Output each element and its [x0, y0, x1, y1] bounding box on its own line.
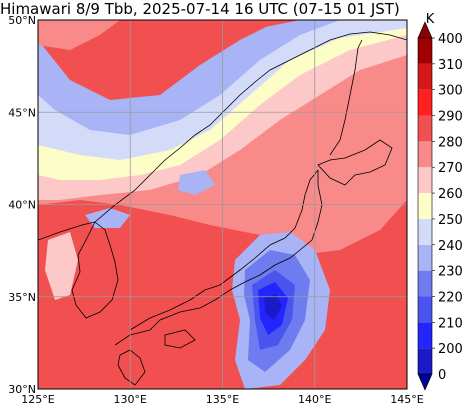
colorbar-swatch [418, 141, 432, 168]
map-title: Himawari 8/9 Tbb, 2025-07-14 16 UTC (07-… [0, 0, 400, 18]
warm-region-corner [38, 20, 120, 50]
colorbar-tick-label: 310 [438, 58, 463, 73]
lon-tick-label: 130°E [114, 393, 147, 406]
coast-hokkaido [317, 139, 393, 186]
cloud-band-240 [38, 20, 340, 135]
colorbar-tick-label: 210 [438, 316, 463, 331]
colorbar-tick-label: 270 [438, 161, 463, 176]
colorbar-tick-label: 240 [438, 239, 463, 254]
lon-tick-labels: 125°E 130°E 135°E 140°E 145°E [21, 393, 423, 406]
colorbar-swatch [418, 244, 432, 271]
coastlines [38, 31, 407, 386]
coast-honshu-south [114, 249, 301, 346]
colorbar-tick-label: 300 [438, 84, 463, 99]
warm-region-nw [38, 20, 300, 85]
lon-tick-label: 135°E [206, 393, 239, 406]
lat-tick-label: 45°N [8, 106, 36, 119]
colorbar-tick-label: 260 [438, 187, 463, 202]
colorbar-swatch [418, 296, 432, 323]
colorbar-swatch [418, 322, 432, 349]
cloud-patch-east [178, 170, 215, 195]
lat-tick-label: 35°N [8, 291, 36, 304]
coast-honshu-east [299, 170, 323, 251]
colorbar-swatch [418, 167, 432, 194]
colorbar-swatch [418, 270, 432, 297]
colorbar-tick-label: 250 [438, 213, 463, 228]
colorbar-swatch [418, 348, 432, 374]
colorbar-swatch [418, 89, 432, 116]
convective-core-200 [264, 294, 282, 320]
colorbar-unit: K [426, 12, 435, 27]
lon-tick-label: 140°E [298, 393, 331, 406]
coast-kyushu [117, 349, 146, 386]
colorbar-swatch [418, 63, 432, 90]
lat-tick-label: 40°N [8, 199, 36, 212]
coast-korea [71, 221, 119, 319]
lat-tick-label: 50°N [8, 14, 36, 27]
map-frame [37, 19, 408, 390]
colorbar-tick-label: 0 [438, 368, 446, 383]
colorbar-tick-label: 290 [438, 110, 463, 125]
colorbar-tick-label: 280 [438, 135, 463, 150]
lon-tick-label: 145°E [390, 393, 423, 406]
colorbar: K 200 210 220 230 240 250 260 270 280 290 300 310 40… [417, 12, 463, 391]
map-panel [38, 20, 407, 389]
grid-lines [38, 20, 407, 389]
colorbar-frame [417, 37, 433, 375]
colorbar-tick-label: 200 [438, 342, 463, 357]
lat-tick-labels: 30°N 35°N 40°N 45°N 50°N [8, 14, 36, 396]
coast-sakhalin [329, 39, 363, 156]
coast-russia [94, 31, 407, 223]
coast-honshu-north [129, 169, 319, 331]
colorbar-extend-bottom [417, 373, 433, 391]
coast-china [38, 221, 96, 241]
colorbar-tick-label: 400 [438, 32, 463, 47]
colorbar-swatch [418, 38, 432, 64]
lon-tick-label: 125°E [21, 393, 54, 406]
coast-shikoku [164, 329, 196, 349]
lat-tick-label: 30°N [8, 383, 36, 396]
colorbar-swatch [418, 115, 432, 142]
colorbar-swatch [418, 193, 432, 219]
colorbar-tick-label: 220 [438, 290, 463, 305]
colorbar-tick-label: 230 [438, 265, 463, 280]
colorbar-swatch [418, 218, 432, 245]
warm-patch-yellow-sea [45, 232, 78, 300]
